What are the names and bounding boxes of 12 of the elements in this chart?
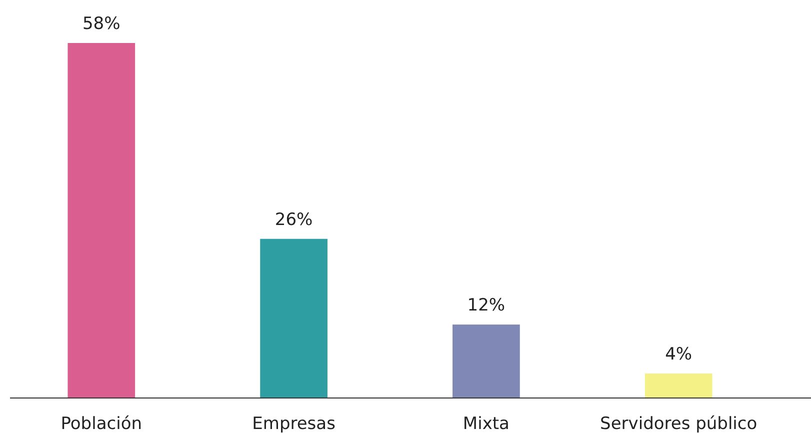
bar: [644, 374, 712, 398]
bar: [260, 238, 328, 398]
bar: [452, 324, 520, 398]
bar: [68, 43, 136, 398]
x-tick-label: Empresas: [252, 414, 336, 433]
data-label: 26%: [274, 210, 313, 230]
x-tick-label: Mixta: [462, 414, 510, 433]
data-label: 12%: [467, 296, 506, 316]
x-tick-label: Población: [60, 414, 142, 433]
data-label: 4%: [665, 344, 692, 365]
x-tick-label: Servidores público: [600, 414, 758, 433]
data-label: 58%: [82, 14, 120, 34]
